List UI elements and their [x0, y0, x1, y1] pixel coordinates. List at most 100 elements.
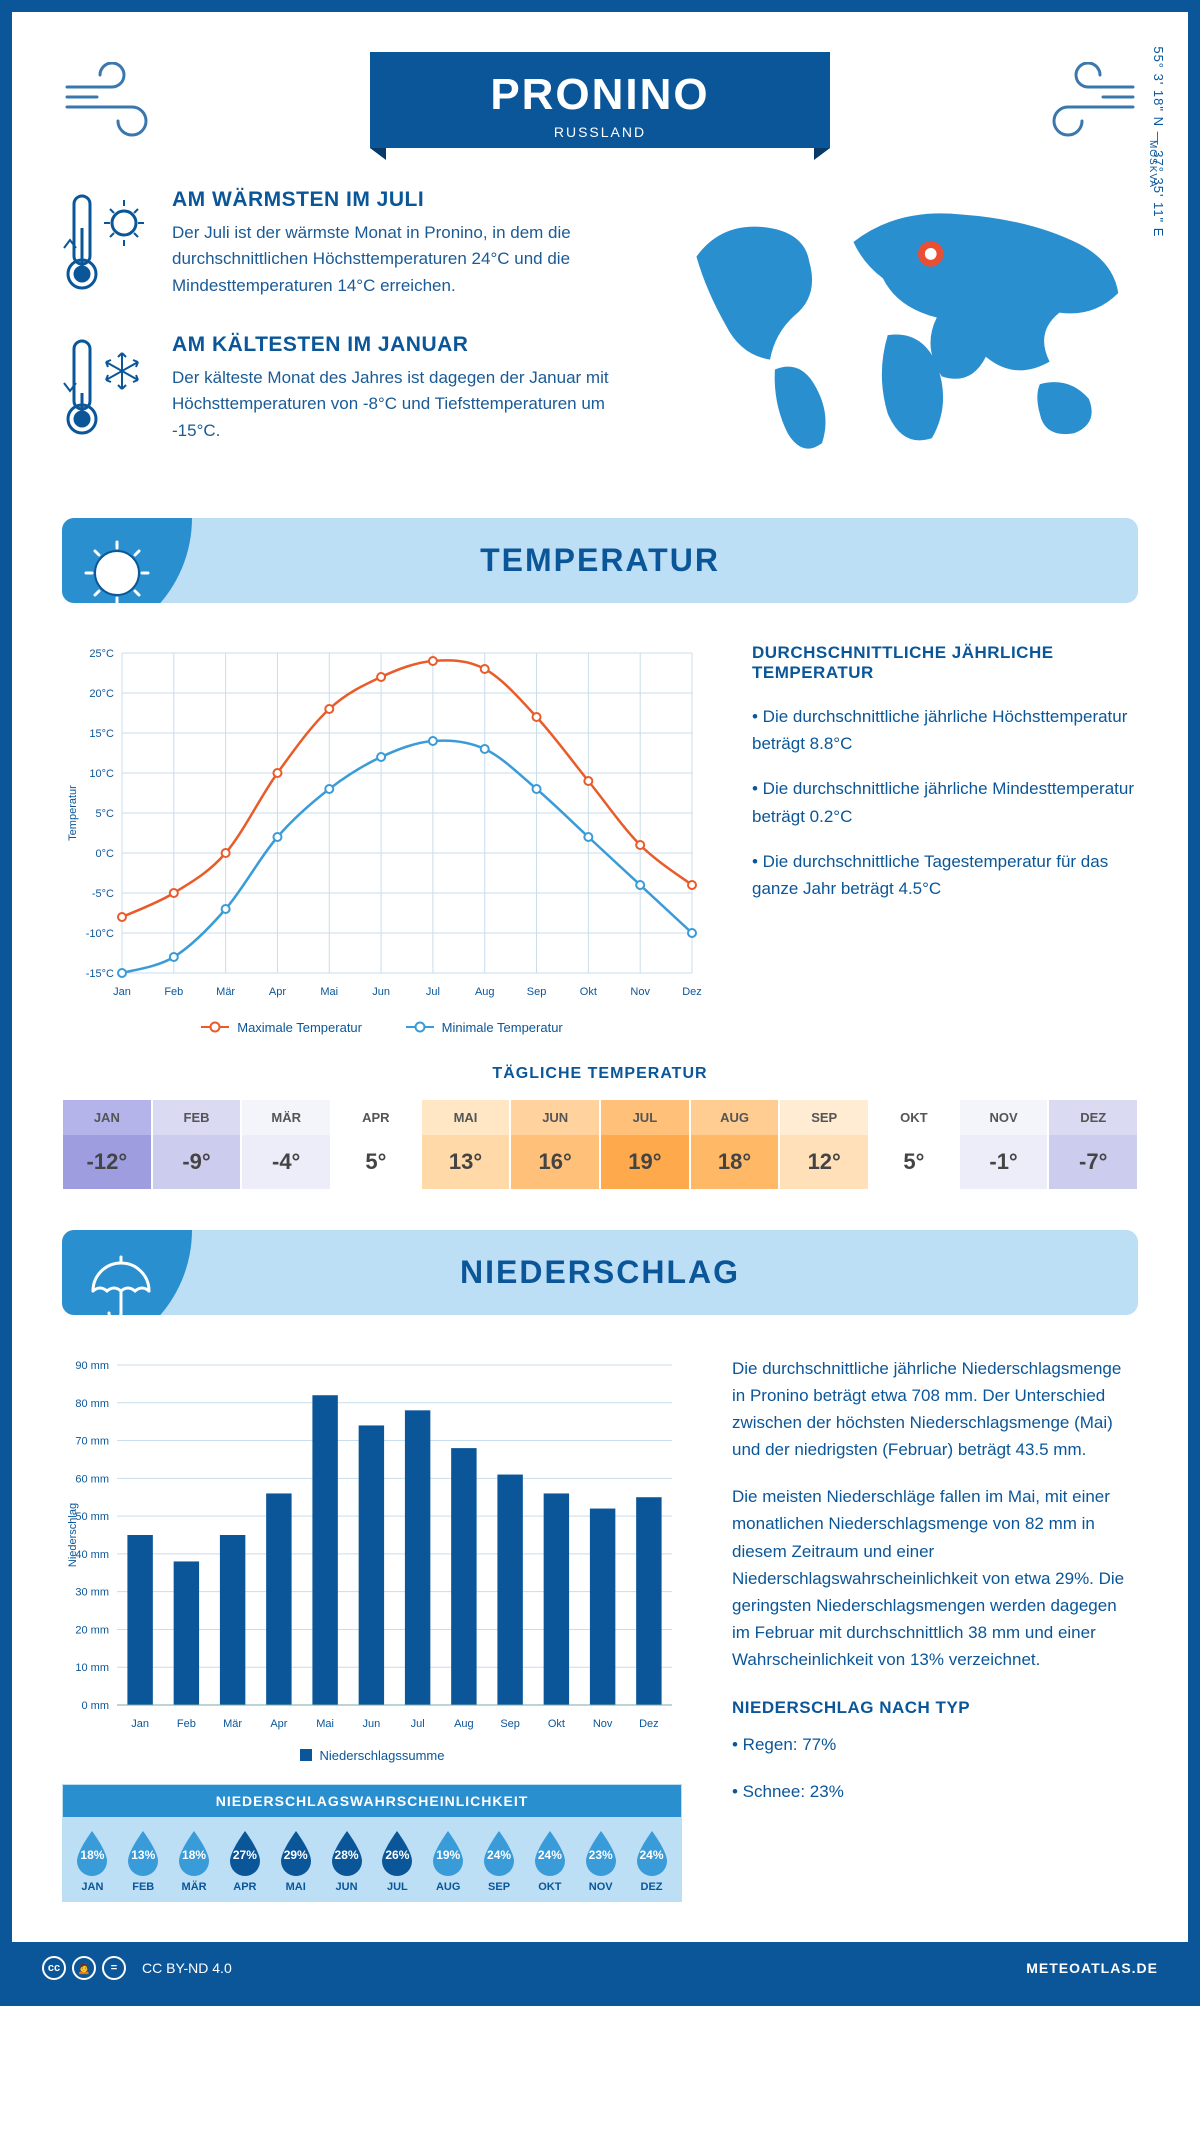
svg-text:Mär: Mär [223, 1718, 242, 1730]
raindrop-icon: 13% [124, 1829, 162, 1877]
raindrop-icon: 18% [175, 1829, 213, 1877]
svg-text:Mai: Mai [316, 1718, 334, 1730]
prob-cell: 18% MÄR [169, 1829, 220, 1893]
svg-text:Sep: Sep [527, 986, 547, 998]
raindrop-icon: 19% [429, 1829, 467, 1877]
coordinates-label: 55° 3' 18" N — 37° 35' 11" E [1151, 46, 1166, 237]
svg-text:Apr: Apr [270, 1718, 287, 1730]
header: PRONINO RUSSLAND [62, 52, 1138, 148]
svg-text:Temperatur: Temperatur [67, 785, 79, 841]
svg-text:Nov: Nov [630, 986, 650, 998]
city-name: PRONINO [490, 70, 709, 120]
svg-text:40 mm: 40 mm [75, 1548, 109, 1560]
daily-temperature-strip: JAN -12° FEB -9° MÄR -4° APR 5° MAI 13° … [62, 1099, 1138, 1190]
svg-text:-5°C: -5°C [92, 888, 114, 900]
title-banner: PRONINO RUSSLAND [370, 52, 829, 148]
svg-text:20°C: 20°C [89, 688, 114, 700]
svg-text:Jan: Jan [131, 1718, 149, 1730]
sun-icon [62, 518, 192, 603]
temp-section-title: TEMPERATUR [86, 542, 1114, 579]
svg-text:Feb: Feb [177, 1718, 196, 1730]
svg-text:50 mm: 50 mm [75, 1511, 109, 1523]
prob-cell: 29% MAI [270, 1829, 321, 1893]
svg-text:Aug: Aug [475, 986, 495, 998]
thermometer-snow-icon [62, 333, 152, 448]
temp-bullet: • Die durchschnittliche jährliche Mindes… [752, 775, 1138, 829]
prob-cell: 24% OKT [524, 1829, 575, 1893]
temp-bullet: • Die durchschnittliche Tagestemperatur … [752, 848, 1138, 902]
prob-cell: 27% APR [219, 1829, 270, 1893]
prob-cell: 23% NOV [575, 1829, 626, 1893]
coldest-block: AM KÄLTESTEN IM JANUAR Der kälteste Mona… [62, 333, 627, 448]
country-name: RUSSLAND [490, 124, 709, 140]
raindrop-icon: 26% [378, 1829, 416, 1877]
svg-text:10 mm: 10 mm [75, 1662, 109, 1674]
daily-temp-cell: NOV -1° [959, 1099, 1049, 1190]
svg-text:Dez: Dez [682, 986, 702, 998]
daily-temp-cell: JUN 16° [510, 1099, 600, 1190]
daily-temp-cell: AUG 18° [690, 1099, 780, 1190]
svg-text:Jan: Jan [113, 986, 131, 998]
intro-section: AM WÄRMSTEN IM JULI Der Juli ist der wär… [62, 188, 1138, 478]
prob-cell: 13% FEB [118, 1829, 169, 1893]
svg-text:15°C: 15°C [89, 728, 114, 740]
nd-icon: = [102, 1956, 126, 1980]
svg-text:0 mm: 0 mm [82, 1700, 110, 1712]
temperature-line-chart: -15°C-10°C-5°C0°C5°C10°C15°C20°C25°CJanF… [62, 643, 702, 1035]
raindrop-icon: 24% [480, 1829, 518, 1877]
coldest-text: Der kälteste Monat des Jahres ist dagege… [172, 365, 627, 444]
svg-text:Jul: Jul [411, 1718, 425, 1730]
svg-text:5°C: 5°C [96, 808, 115, 820]
daily-temp-cell: MÄR -4° [241, 1099, 331, 1190]
svg-text:Niederschlag: Niederschlag [67, 1502, 79, 1566]
legend-precip: Niederschlagssumme [320, 1748, 445, 1763]
daily-temp-cell: APR 5° [331, 1099, 421, 1190]
raindrop-icon: 18% [73, 1829, 111, 1877]
svg-text:10°C: 10°C [89, 768, 114, 780]
precip-probability-panel: NIEDERSCHLAGSWAHRSCHEINLICHKEIT 18% JAN … [62, 1784, 682, 1902]
temp-section-banner: TEMPERATUR [62, 518, 1138, 603]
daily-temp-cell: JAN -12° [62, 1099, 152, 1190]
svg-text:30 mm: 30 mm [75, 1586, 109, 1598]
coldest-heading: AM KÄLTESTEN IM JANUAR [172, 333, 627, 357]
raindrop-icon: 29% [277, 1829, 315, 1877]
raindrop-icon: 23% [582, 1829, 620, 1877]
warmest-text: Der Juli ist der wärmste Monat in Pronin… [172, 220, 627, 299]
precip-section-banner: NIEDERSCHLAG [62, 1230, 1138, 1315]
legend-min: Minimale Temperatur [442, 1020, 563, 1035]
raindrop-icon: 27% [226, 1829, 264, 1877]
svg-text:Feb: Feb [164, 986, 183, 998]
temp-bullet: • Die durchschnittliche jährliche Höchst… [752, 703, 1138, 757]
prob-heading: NIEDERSCHLAGSWAHRSCHEINLICHKEIT [63, 1785, 681, 1817]
svg-text:Jun: Jun [372, 986, 390, 998]
precip-type-heading: NIEDERSCHLAG NACH TYP [732, 1694, 1138, 1721]
cc-icon: cc [42, 1956, 66, 1980]
warmest-heading: AM WÄRMSTEN IM JULI [172, 188, 627, 212]
footer: cc 🙍 = CC BY-ND 4.0 METEOATLAS.DE [12, 1942, 1188, 1994]
svg-text:Apr: Apr [269, 986, 286, 998]
svg-text:0°C: 0°C [96, 848, 115, 860]
license-block: cc 🙍 = CC BY-ND 4.0 [42, 1956, 232, 1980]
svg-text:Sep: Sep [500, 1718, 520, 1730]
daily-temp-cell: DEZ -7° [1048, 1099, 1138, 1190]
precipitation-info: Die durchschnittliche jährliche Niedersc… [732, 1355, 1138, 1903]
svg-text:Nov: Nov [593, 1718, 613, 1730]
svg-text:25°C: 25°C [89, 648, 114, 660]
svg-text:-10°C: -10°C [86, 928, 114, 940]
daily-temp-cell: SEP 12° [779, 1099, 869, 1190]
by-icon: 🙍 [72, 1956, 96, 1980]
prob-cell: 26% JUL [372, 1829, 423, 1893]
raindrop-icon: 24% [531, 1829, 569, 1877]
temperature-info: DURCHSCHNITTLICHE JÄHRLICHE TEMPERATUR •… [752, 643, 1138, 1035]
svg-text:Okt: Okt [580, 986, 597, 998]
daily-temp-cell: OKT 5° [869, 1099, 959, 1190]
daily-temp-title: TÄGLICHE TEMPERATUR [62, 1065, 1138, 1083]
wind-icon-left [62, 62, 172, 147]
wind-icon-right [1028, 62, 1138, 147]
precipitation-bar-chart: 0 mm10 mm20 mm30 mm40 mm50 mm60 mm70 mm8… [62, 1355, 682, 1903]
prob-cell: 28% JUN [321, 1829, 372, 1893]
svg-text:70 mm: 70 mm [75, 1435, 109, 1447]
raindrop-icon: 28% [328, 1829, 366, 1877]
precip-type-bullet: • Schnee: 23% [732, 1778, 1138, 1805]
precip-section-title: NIEDERSCHLAG [86, 1254, 1114, 1291]
